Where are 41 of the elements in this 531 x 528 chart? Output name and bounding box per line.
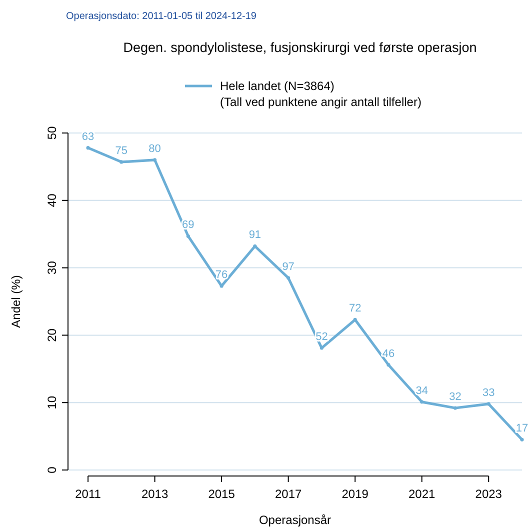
x-tick-label: 2013 [141,487,168,501]
annotation: 63 [82,130,94,143]
y-tick-label: 10 [45,396,59,410]
legend-label: Hele landet (N=3864) [220,79,334,93]
annotation: 34 [416,384,428,397]
annotation: 80 [148,142,161,155]
annotation: 97 [282,260,294,273]
x-tick-label: 2017 [274,487,302,501]
annotation: 17 [516,422,528,435]
point [486,402,490,406]
y-tick-label: 0 [45,466,59,474]
x-axis-title: Operasjonsår [258,513,332,527]
text: (Tall ved punktene angir antall tilfeller) [220,95,422,109]
point [152,158,157,162]
x-tick-label: 2019 [342,487,369,501]
x-tick-label: 2023 [475,487,502,501]
point [386,363,390,367]
annotation: 75 [115,144,128,157]
point [86,146,90,150]
chart-title: Degen. spondylolistese, fusjonskirurgi ved første operasjon [123,40,477,55]
annotation: 91 [248,229,262,242]
y-tick-label: 20 [45,328,59,342]
point [186,234,190,238]
point [420,400,424,404]
x-tick-label: 2011 [75,487,102,501]
y-tick-label: 40 [45,193,59,208]
annotation: 33 [482,386,495,399]
point [120,160,124,164]
x-tick-label: 2015 [208,487,236,501]
x-tick-label: 2021 [408,487,436,501]
y-tick-label: 30 [45,260,59,274]
text: Operasjonsdato: 2011-01-05 til 2024-12-19 [66,11,257,22]
y-axis-title: Andel (%) [9,275,23,328]
annotation: 46 [382,348,395,360]
point [286,276,290,280]
annotation: 32 [449,390,462,403]
annotation: 76 [215,269,228,281]
point [520,438,524,442]
y-tick-label: 50 [45,126,59,140]
annotation: 72 [348,302,362,315]
point [453,406,458,410]
